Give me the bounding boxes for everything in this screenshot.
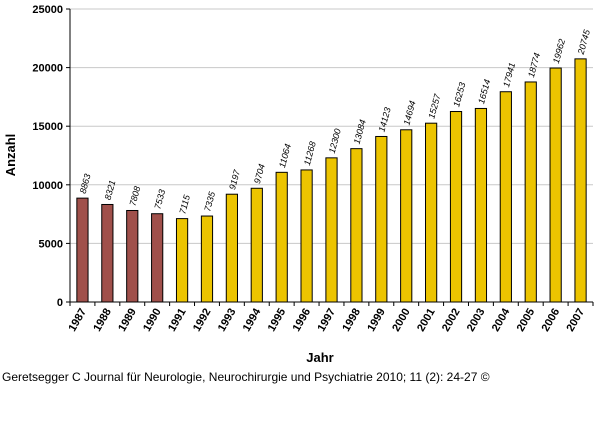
- x-tick-label: 2001: [415, 307, 438, 334]
- bar: [474, 107, 488, 303]
- bar: [101, 203, 114, 303]
- data-label: 14123: [377, 106, 393, 133]
- data-label: 17941: [501, 61, 517, 88]
- data-label: 9197: [227, 168, 242, 191]
- data-label: 18774: [526, 52, 542, 79]
- data-label: 11268: [302, 140, 318, 166]
- x-tick-label: 2005: [515, 307, 538, 334]
- y-axis-title: Anzahl: [3, 134, 18, 177]
- y-axis-ticks: 0 5000 10000 15000 20000 25000: [32, 4, 70, 309]
- y-tick-label: 5000: [39, 238, 63, 250]
- bar: [250, 187, 263, 303]
- data-label: 19962: [551, 38, 567, 65]
- data-label: 8863: [78, 173, 93, 195]
- bar: [225, 193, 238, 303]
- y-tick-label: 25000: [32, 4, 63, 16]
- x-tick-label: 1990: [141, 307, 164, 334]
- y-tick-label: 15000: [32, 121, 63, 133]
- x-axis-ticks: 1987 1988 1989 1990 1991 1992 1993 1994 1995 1996…: [66, 302, 594, 334]
- x-tick-label: 1994: [241, 306, 264, 334]
- bar: [400, 129, 413, 303]
- y-tick-label: 20000: [32, 63, 63, 75]
- x-tick-label: 1987: [66, 307, 89, 334]
- bar: [350, 148, 363, 303]
- bar: [325, 157, 338, 303]
- x-axis-title: Jahr: [306, 350, 333, 365]
- bar: [151, 213, 164, 303]
- x-tick-label: 2000: [390, 307, 413, 334]
- source-note: Geretsegger C Journal für Neurologie, Ne…: [2, 370, 490, 384]
- bar: [549, 67, 562, 303]
- x-tick-label: 1993: [216, 307, 239, 334]
- bar: [76, 197, 89, 303]
- data-label: 14694: [401, 100, 417, 127]
- x-tick-label: 2007: [565, 307, 588, 334]
- bar: [200, 215, 214, 303]
- x-tick-label: 1997: [315, 307, 338, 334]
- data-label: 13084: [352, 118, 368, 145]
- x-tick-label: 2006: [540, 307, 563, 334]
- data-label: 7335: [202, 190, 217, 213]
- bar: [574, 58, 587, 303]
- bar: [425, 122, 438, 303]
- x-tick-label: 1999: [365, 307, 388, 334]
- bar: [375, 135, 388, 303]
- data-label: 16514: [476, 78, 492, 105]
- x-tick-label: 1992: [191, 307, 214, 334]
- data-label: 16253: [451, 81, 467, 108]
- x-tick-label: 2003: [465, 307, 488, 334]
- bars: [76, 58, 587, 303]
- y-tick-label: 10000: [32, 180, 63, 192]
- data-label: 15257: [426, 92, 442, 120]
- bar: [275, 171, 288, 303]
- bar: [499, 91, 512, 303]
- x-tick-label: 1996: [291, 307, 314, 334]
- x-tick-label: 1989: [116, 307, 139, 334]
- data-label: 7533: [152, 188, 167, 210]
- y-tick-label: 0: [57, 297, 63, 309]
- bar: [175, 218, 189, 303]
- data-label: 8321: [103, 179, 118, 201]
- bar: [126, 209, 139, 303]
- bar: [449, 111, 463, 303]
- bar: [300, 169, 313, 303]
- x-tick-label: 2004: [490, 306, 513, 334]
- data-label: 7115: [177, 193, 192, 215]
- data-label: 20745: [576, 28, 593, 57]
- data-label: 11064: [277, 143, 293, 169]
- x-tick-label: 1991: [166, 307, 189, 334]
- x-tick-label: 1988: [91, 307, 114, 334]
- data-label: 9704: [252, 163, 267, 185]
- data-label: 12300: [327, 128, 343, 155]
- data-label: 7808: [128, 185, 143, 207]
- bar: [524, 81, 537, 303]
- x-tick-label: 1995: [266, 307, 289, 334]
- x-tick-label: 2002: [440, 307, 463, 334]
- x-tick-label: 1998: [340, 307, 363, 334]
